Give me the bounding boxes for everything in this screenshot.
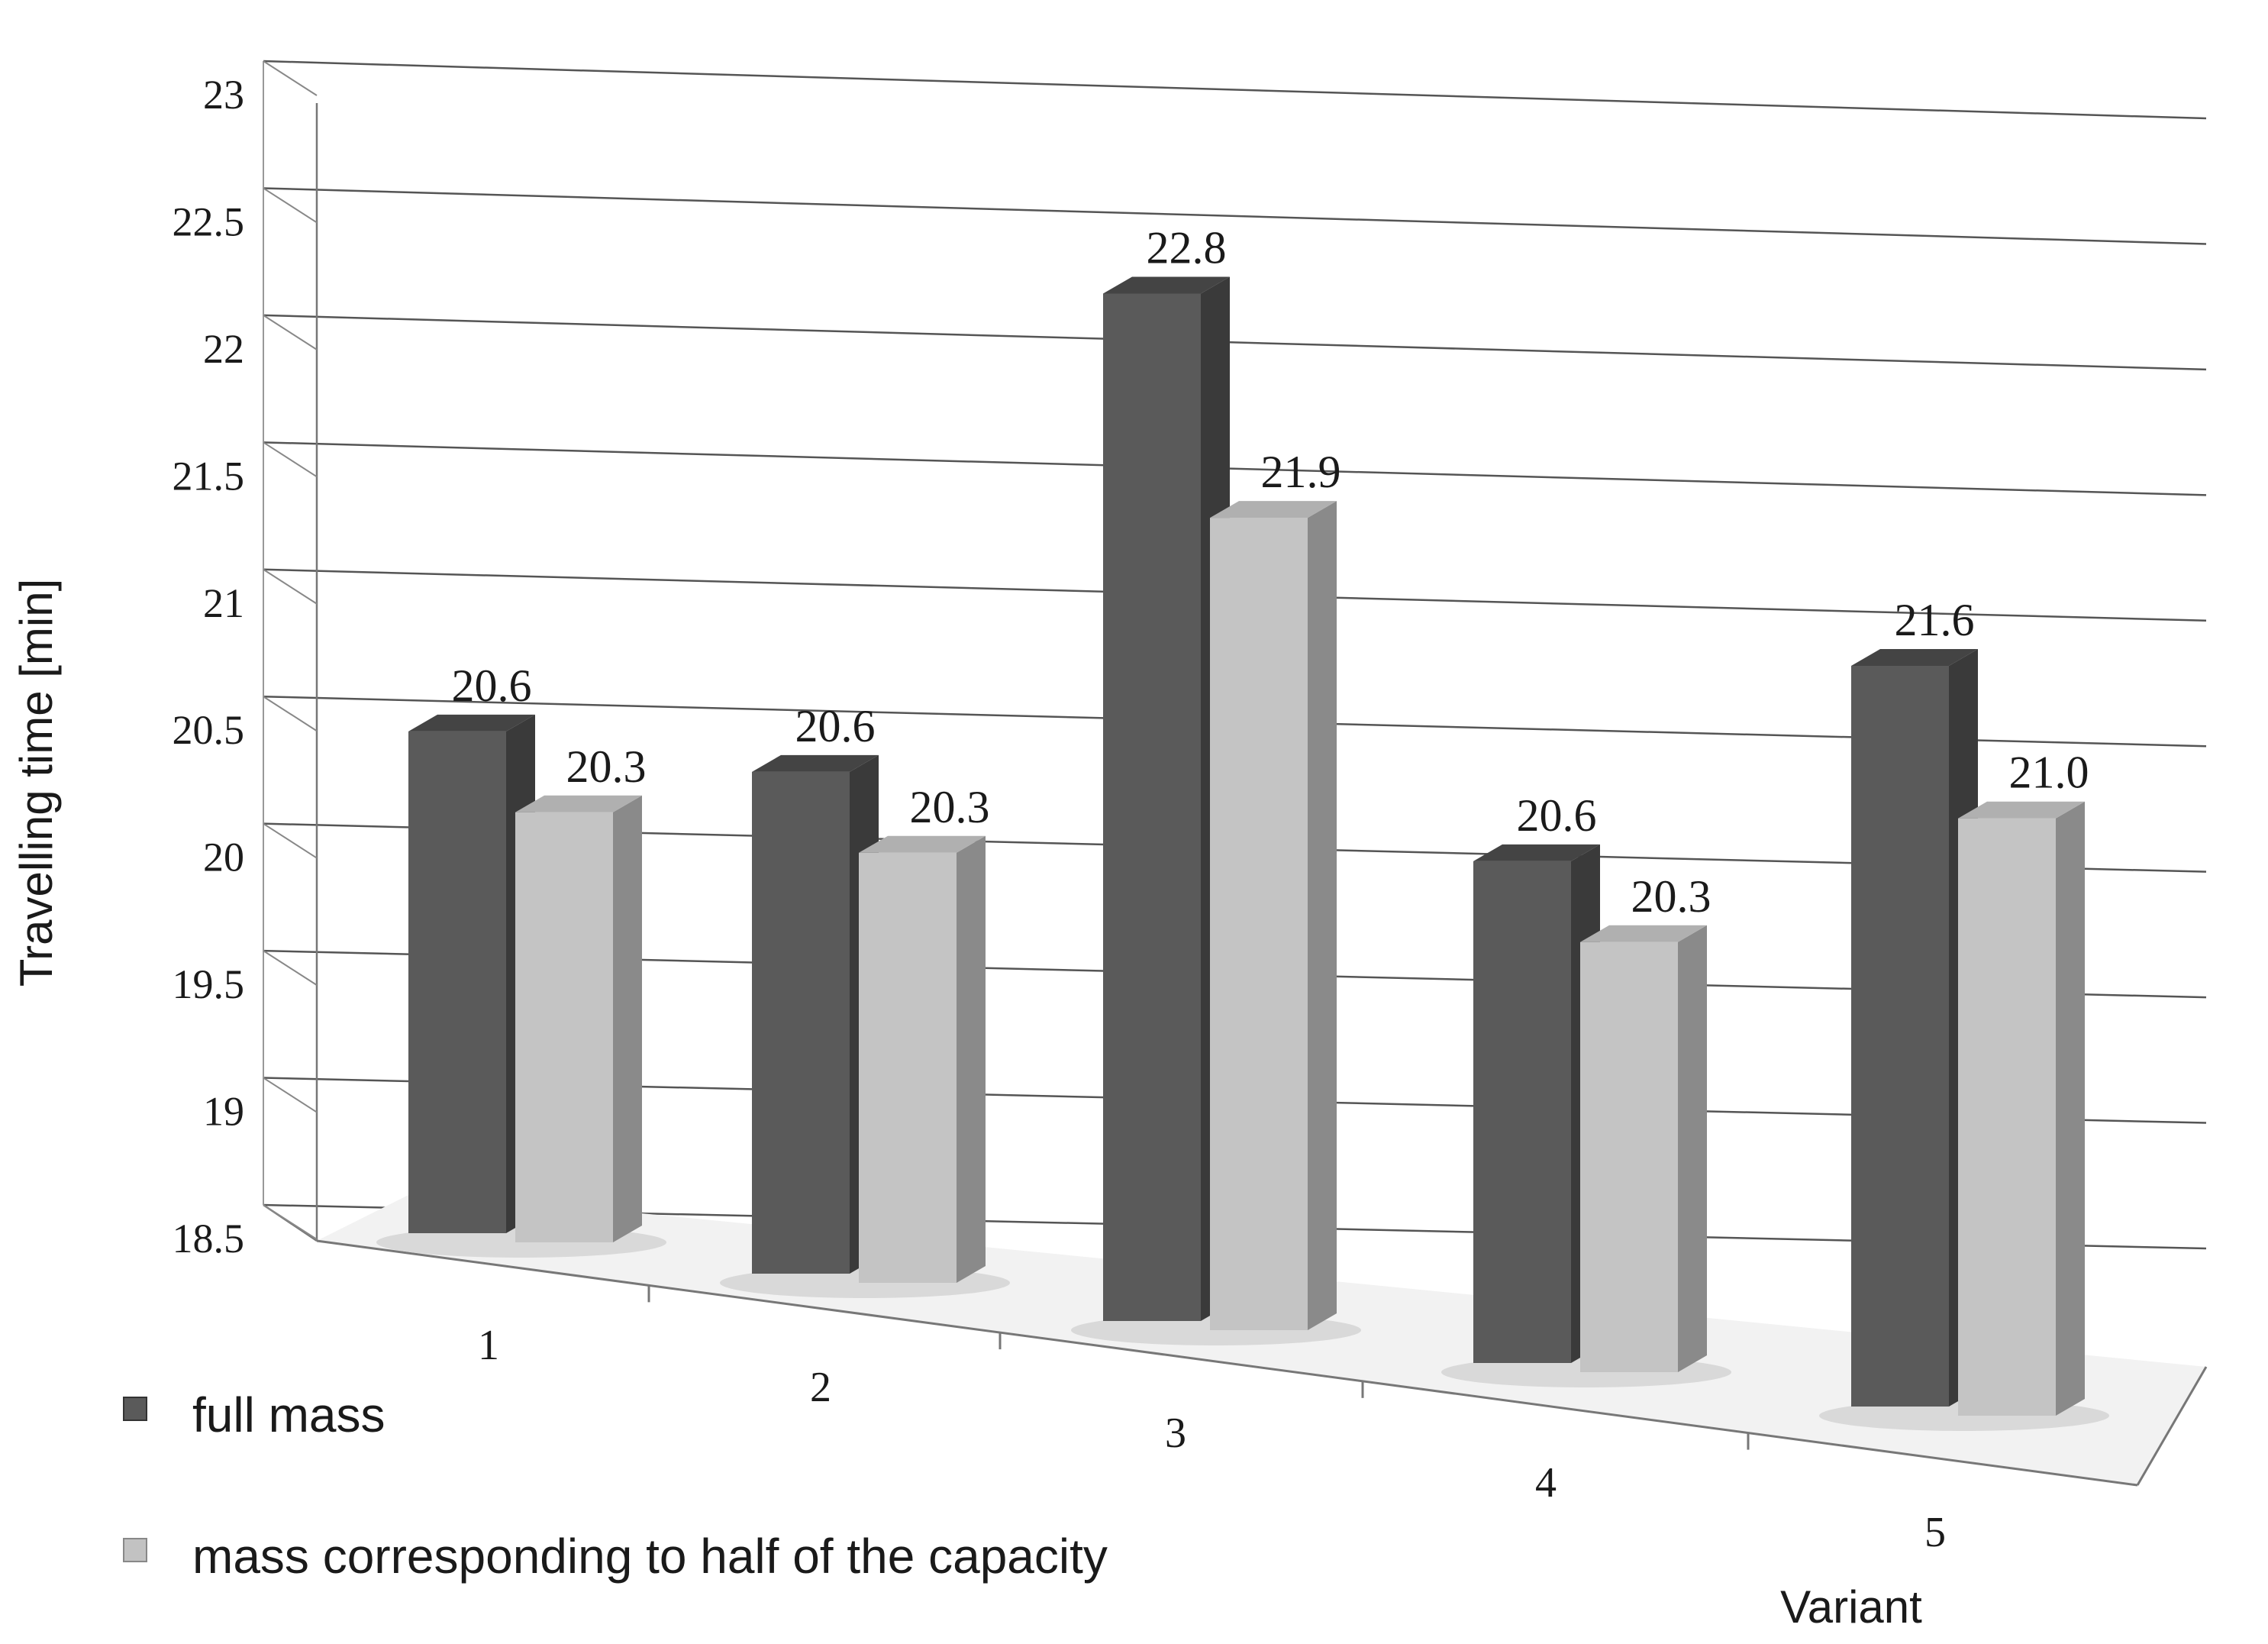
y-tick-label: 19.5 [173,961,245,1007]
x-tick-label: 4 [1535,1459,1557,1507]
gridline [263,314,2207,371]
tick-stub [263,60,318,96]
y-tick-label: 23 [203,72,244,118]
y-tick-label: 20 [203,835,244,880]
bar-half-capacity-variant-1 [515,812,613,1242]
x-tick-label: 3 [1165,1410,1186,1457]
bar-top [1103,276,1230,294]
bar-top [752,754,879,772]
tick-stub [263,315,318,350]
bar-side-half-capacity [2056,801,2085,1416]
legend-swatch-full-mass [123,1397,147,1421]
y-tick-label: 22 [203,326,244,372]
floor-right-edge [2136,1366,2208,1486]
tick-stub [263,568,318,605]
bar-top [1210,501,1337,518]
legend-label-half-capacity: mass corresponding to half of the capaci… [192,1529,1108,1584]
bar-half-capacity-variant-3 [1210,518,1308,1330]
y-axis-label: Travelling time [min] [11,579,62,987]
x-axis-line [316,1239,2138,1487]
bar-top [859,835,986,853]
tick-stub [263,696,318,732]
data-label-half-capacity: 21.0 [2009,748,2089,798]
y-tick-label: 19 [203,1089,244,1135]
legend: full mass mass corresponding to half of … [123,1387,1108,1584]
bar-half-capacity-variant-4 [1580,942,1678,1372]
y-tick-label: 20.5 [173,707,245,753]
data-label-full-mass: 20.6 [1517,790,1597,841]
legend-item-half-capacity: mass corresponding to half of the capaci… [123,1529,1108,1584]
gridline [263,441,2207,496]
x-tick-label: 5 [1924,1509,1946,1556]
bar-half-capacity-variant-5 [1958,818,2056,1416]
bar-half-capacity-variant-2 [859,852,957,1283]
bar-full-mass-variant-1 [408,731,506,1233]
y-axis-tick-labels: 18.5 19 19.5 20 20.5 21 21.5 22 22.5 23 [173,72,245,1261]
y-tick-label: 18.5 [173,1216,245,1261]
data-label-full-mass: 20.6 [452,661,532,711]
bar-full-mass-variant-2 [752,771,850,1274]
tick-stub [263,950,318,986]
bar-full-mass-variant-3 [1103,293,1201,1321]
tick-stub [263,822,318,859]
data-label-full-mass: 20.6 [795,701,876,751]
x-axis-category-labels: 1 2 3 4 5 [478,1322,1946,1556]
y-tick-label: 21.5 [173,453,245,499]
data-label-half-capacity: 21.9 [1261,447,1341,497]
data-label-half-capacity: 20.3 [910,782,990,832]
bar-side-half-capacity [1678,925,1707,1372]
bar-full-mass-variant-5 [1851,665,1949,1407]
tick-stub [263,441,318,478]
tick-stub [263,187,318,224]
legend-item-full-mass: full mass [123,1387,386,1442]
data-label-full-mass: 21.6 [1895,595,1975,645]
bar-side-half-capacity [1308,501,1337,1330]
bar-side-half-capacity [613,795,642,1242]
x-tick-label: 1 [478,1322,499,1369]
bars [376,276,2109,1431]
tick-stub [263,1077,318,1113]
x-axis-label: Variant [1780,1581,1922,1633]
bar-side-half-capacity [957,835,986,1283]
tick-stub [263,1204,318,1240]
legend-swatch-half-capacity [123,1538,147,1562]
y-tick-label: 22.5 [173,199,245,244]
bar-top [515,795,642,812]
gridline [263,187,2207,245]
data-label-half-capacity: 20.3 [566,741,647,792]
data-label-half-capacity: 20.3 [1631,871,1711,922]
bar-top [1851,648,1978,666]
legend-label-full-mass: full mass [192,1387,386,1442]
bar-top [1580,925,1707,942]
gridline [263,60,2207,120]
bar-top [1958,801,2085,819]
bar-top [408,714,535,732]
data-label-full-mass: 22.8 [1147,222,1227,273]
y-tick-label: 21 [203,580,244,626]
data-labels: 20.6 20.3 20.6 20.3 22.8 21.9 20.6 20.3 21.6 21.0 [452,222,2089,921]
x-tick-label: 2 [810,1364,831,1411]
bar-top [1473,844,1600,861]
bar-full-mass-variant-4 [1473,861,1571,1363]
